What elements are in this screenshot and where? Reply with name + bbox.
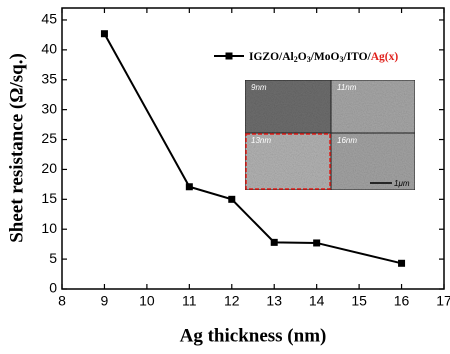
x-axis-title: Ag thickness (nm) — [180, 325, 327, 346]
legend-label: IGZO/Al2O3/MoO3/ITO/Ag(x) — [249, 51, 398, 64]
chart: Ag thickness (nm) Sheet resistance (Ω/sq… — [0, 0, 450, 354]
data-point — [186, 183, 193, 190]
data-point — [398, 260, 405, 267]
y-tick-label: 40 — [41, 41, 57, 57]
inset-label: 11nm — [337, 83, 357, 92]
x-tick-label: 12 — [224, 293, 240, 309]
data-point — [228, 196, 235, 203]
data-point — [271, 239, 278, 246]
y-tick-label: 5 — [49, 250, 57, 266]
y-tick-label: 35 — [41, 70, 57, 86]
x-tick-label: 17 — [436, 293, 450, 309]
y-tick-label: 10 — [41, 220, 57, 236]
y-tick-label: 25 — [41, 130, 57, 146]
x-tick-label: 8 — [58, 293, 66, 309]
x-tick-label: 10 — [139, 293, 155, 309]
x-tick-label: 13 — [266, 293, 282, 309]
x-tick-label: 9 — [101, 293, 109, 309]
x-tick-label: 14 — [309, 293, 325, 309]
data-point — [101, 30, 108, 37]
inset-label: 9nm — [251, 83, 267, 92]
y-tick-label: 15 — [41, 190, 57, 206]
inset-label: 13nm — [251, 136, 271, 145]
scale-bar-label: 1μm — [394, 179, 410, 188]
x-tick-label: 11 — [182, 293, 197, 309]
y-tick-label: 0 — [49, 280, 57, 296]
y-tick-label: 30 — [41, 100, 57, 116]
inset-label: 16nm — [337, 136, 357, 145]
legend-marker — [226, 53, 233, 60]
y-tick-label: 45 — [41, 11, 57, 27]
data-point — [313, 239, 320, 246]
y-axis-title: Sheet resistance (Ω/sq.) — [6, 53, 27, 243]
x-tick-label: 15 — [351, 293, 367, 309]
y-tick-label: 20 — [41, 160, 57, 176]
x-tick-label: 16 — [394, 293, 410, 309]
